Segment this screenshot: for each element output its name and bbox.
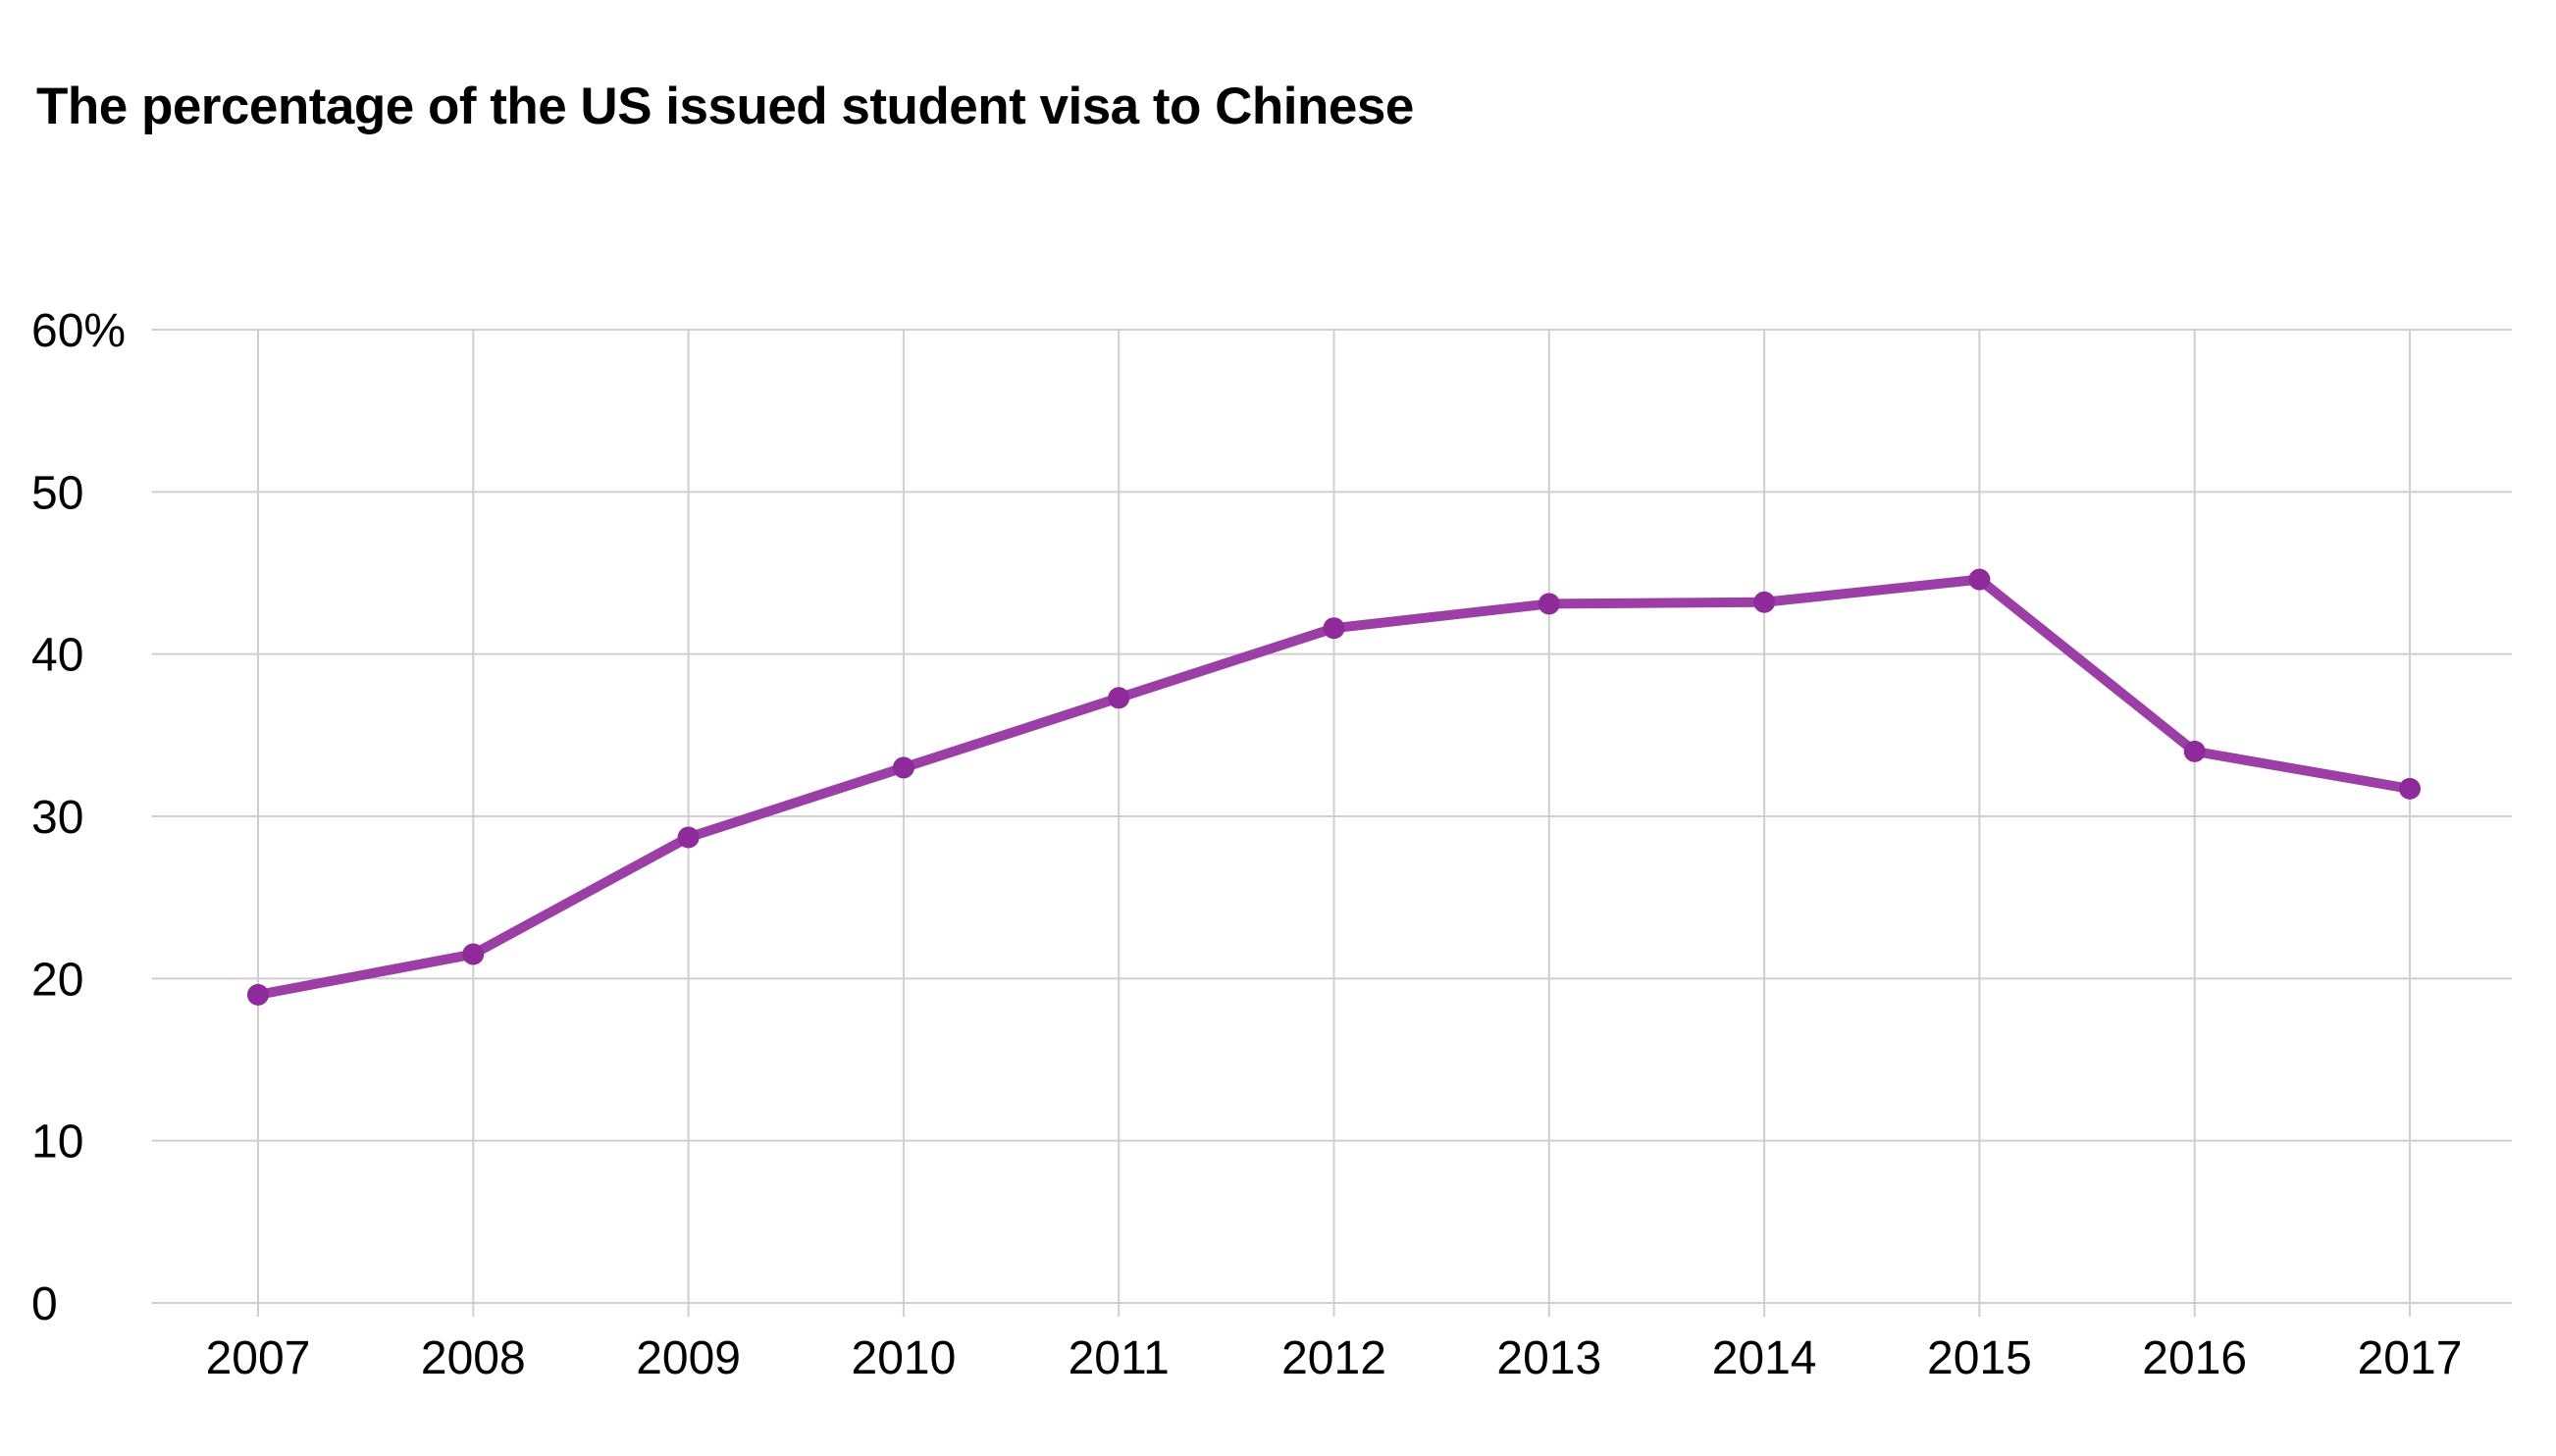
y-tick-label: 30 [31, 792, 83, 844]
x-tick-label: 2008 [421, 1332, 526, 1384]
data-point [247, 983, 269, 1006]
x-tick-label: 2014 [1712, 1332, 1817, 1384]
x-tick-label: 2012 [1281, 1332, 1386, 1384]
x-tick-label: 2009 [636, 1332, 741, 1384]
x-tick-label: 2017 [2358, 1332, 2463, 1384]
y-tick-label: 10 [31, 1117, 83, 1169]
x-tick-label: 2013 [1496, 1332, 1601, 1384]
data-point [892, 756, 914, 779]
y-tick-label: 50 [31, 467, 83, 519]
x-tick-label: 2011 [1069, 1332, 1170, 1384]
data-point [1538, 593, 1560, 615]
label-layer: 0 10 20 30 40 50 60% 2007 2008 2009 2010 2011 2012 20… [31, 305, 2462, 1384]
y-tick-label: 20 [31, 954, 83, 1006]
y-tick-label: 0 [31, 1278, 58, 1330]
x-tick-label: 2016 [2142, 1332, 2247, 1384]
chart-title: The percentage of the US issued student … [36, 78, 1414, 135]
x-tick-label: 2015 [1927, 1332, 2032, 1384]
grid-layer [152, 329, 2512, 1317]
data-point [2183, 740, 2206, 762]
data-point [1108, 687, 1130, 709]
x-tick-label: 2010 [852, 1332, 957, 1384]
data-point [2399, 777, 2421, 800]
data-point [1323, 617, 1345, 640]
data-point [677, 826, 700, 849]
series-layer [247, 568, 2421, 1006]
x-tick-label: 2007 [206, 1332, 311, 1384]
data-point [1968, 568, 1991, 591]
y-tick-label: 40 [31, 630, 83, 682]
data-point [462, 943, 485, 965]
data-point [1753, 591, 1776, 613]
y-tick-label: 60% [31, 305, 126, 357]
